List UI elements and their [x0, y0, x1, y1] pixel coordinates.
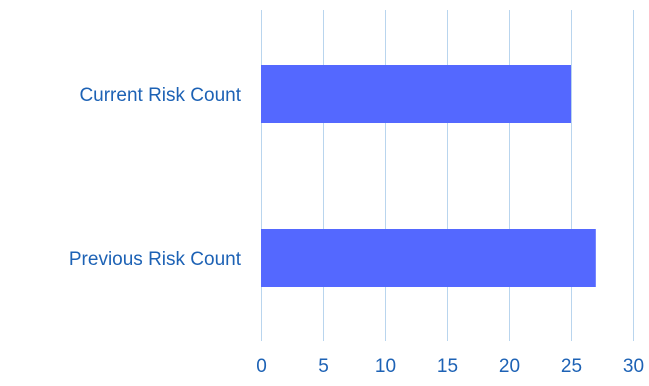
- x-tick-label-15: 15: [437, 356, 458, 377]
- bars: [261, 65, 596, 287]
- x-tick-label-10: 10: [375, 356, 396, 377]
- category-label-previous-risk-count: Previous Risk Count: [69, 249, 242, 270]
- x-tick-label-5: 5: [318, 356, 329, 377]
- category-labels: Current Risk Count Previous Risk Count: [69, 85, 242, 270]
- x-tick-label-20: 20: [499, 356, 520, 377]
- x-axis-tick-labels: 0 5 10 15 20 25 30: [256, 356, 644, 377]
- bar-previous-risk-count: [261, 229, 596, 287]
- x-tick-label-30: 30: [623, 356, 644, 377]
- x-tick-label-25: 25: [561, 356, 582, 377]
- category-label-current-risk-count: Current Risk Count: [79, 85, 241, 106]
- bar-current-risk-count: [261, 65, 571, 123]
- x-tick-label-0: 0: [256, 356, 267, 377]
- gridlines: [261, 10, 634, 341]
